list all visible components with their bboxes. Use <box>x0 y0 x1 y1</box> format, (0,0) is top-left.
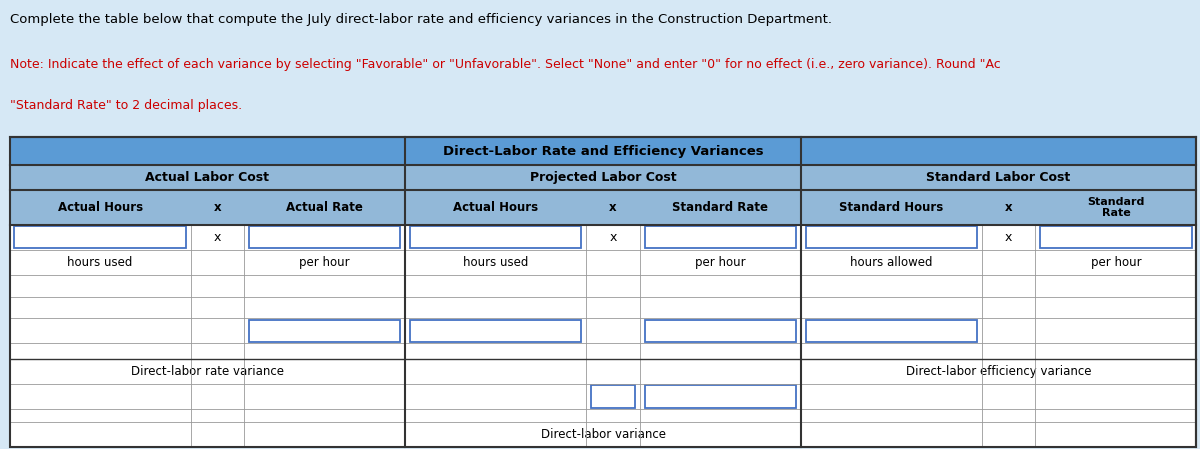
Text: Actual Hours: Actual Hours <box>58 201 143 214</box>
Bar <box>250 320 401 342</box>
Bar <box>640 190 800 224</box>
Bar <box>590 385 635 408</box>
Text: hours used: hours used <box>67 255 133 269</box>
Text: x: x <box>610 231 617 244</box>
Text: hours used: hours used <box>463 255 528 269</box>
Text: Projected Labor Cost: Projected Labor Cost <box>529 171 677 184</box>
Bar <box>1036 190 1196 224</box>
Text: x: x <box>214 231 221 244</box>
Text: Direct-labor variance: Direct-labor variance <box>540 428 666 441</box>
Bar <box>14 226 186 248</box>
Text: per hour: per hour <box>695 255 745 269</box>
Text: x: x <box>1004 231 1013 244</box>
Bar <box>10 165 406 190</box>
Bar <box>800 190 982 224</box>
Bar <box>245 190 406 224</box>
Text: Standard Hours: Standard Hours <box>839 201 943 214</box>
Text: Standard Labor Cost: Standard Labor Cost <box>926 171 1070 184</box>
Bar <box>406 165 800 190</box>
Bar <box>191 190 245 224</box>
Text: Complete the table below that compute the July direct-labor rate and efficiency : Complete the table below that compute th… <box>10 13 832 26</box>
Bar <box>982 190 1036 224</box>
Bar <box>10 137 1196 165</box>
Bar <box>805 226 977 248</box>
Text: x: x <box>1004 201 1013 214</box>
Bar <box>406 190 587 224</box>
Text: Actual Hours: Actual Hours <box>454 201 539 214</box>
Bar <box>805 320 977 342</box>
Bar <box>10 190 191 224</box>
Bar <box>1040 226 1192 248</box>
Text: Note: Indicate the effect of each variance by selecting "Favorable" or "Unfavora: Note: Indicate the effect of each varian… <box>10 58 1001 71</box>
Text: per hour: per hour <box>300 255 350 269</box>
Text: Actual Rate: Actual Rate <box>287 201 364 214</box>
Text: x: x <box>214 201 221 214</box>
Bar <box>250 226 401 248</box>
Text: hours allowed: hours allowed <box>850 255 932 269</box>
Bar <box>644 385 796 408</box>
Bar <box>410 226 582 248</box>
Text: x: x <box>610 201 617 214</box>
Bar <box>800 165 1196 190</box>
Text: Standard
Rate: Standard Rate <box>1087 197 1145 218</box>
Text: Direct-labor efficiency variance: Direct-labor efficiency variance <box>906 365 1091 378</box>
Bar <box>644 226 796 248</box>
Text: "Standard Rate" to 2 decimal places.: "Standard Rate" to 2 decimal places. <box>10 99 241 112</box>
Bar <box>410 320 582 342</box>
Bar <box>587 190 640 224</box>
Text: Standard Rate: Standard Rate <box>672 201 768 214</box>
Text: Direct-Labor Rate and Efficiency Variances: Direct-Labor Rate and Efficiency Varianc… <box>443 145 763 158</box>
Text: per hour: per hour <box>1091 255 1141 269</box>
Text: Actual Labor Cost: Actual Labor Cost <box>145 171 270 184</box>
Text: Direct-labor rate variance: Direct-labor rate variance <box>131 365 284 378</box>
Bar <box>644 320 796 342</box>
